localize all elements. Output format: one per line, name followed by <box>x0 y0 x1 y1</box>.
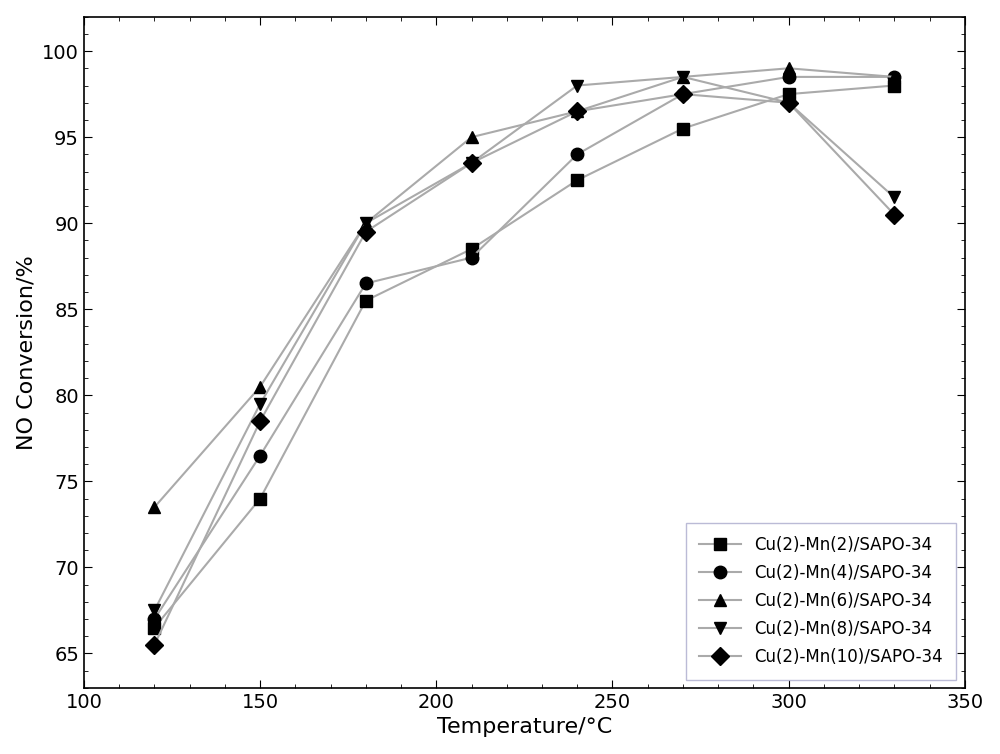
Cu(2)-Mn(4)/SAPO-34 <box>466 253 478 262</box>
Cu(2)-Mn(8)/SAPO-34 <box>254 400 266 409</box>
Cu(2)-Mn(8)/SAPO-34 <box>783 98 795 107</box>
Cu(2)-Mn(2)/SAPO-34 <box>360 296 372 305</box>
Cu(2)-Mn(2)/SAPO-34 <box>888 81 900 90</box>
Line: Cu(2)-Mn(4)/SAPO-34: Cu(2)-Mn(4)/SAPO-34 <box>148 71 901 625</box>
Cu(2)-Mn(8)/SAPO-34 <box>360 219 372 228</box>
Cu(2)-Mn(6)/SAPO-34 <box>571 107 583 116</box>
Cu(2)-Mn(10)/SAPO-34 <box>571 107 583 116</box>
Cu(2)-Mn(10)/SAPO-34 <box>148 640 160 649</box>
X-axis label: Temperature/°C: Temperature/°C <box>437 717 612 737</box>
Cu(2)-Mn(10)/SAPO-34 <box>888 210 900 219</box>
Cu(2)-Mn(4)/SAPO-34 <box>571 150 583 159</box>
Cu(2)-Mn(2)/SAPO-34 <box>571 176 583 185</box>
Cu(2)-Mn(4)/SAPO-34 <box>254 451 266 460</box>
Legend: Cu(2)-Mn(2)/SAPO-34, Cu(2)-Mn(4)/SAPO-34, Cu(2)-Mn(6)/SAPO-34, Cu(2)-Mn(8)/SAPO-: Cu(2)-Mn(2)/SAPO-34, Cu(2)-Mn(4)/SAPO-34… <box>686 523 956 679</box>
Cu(2)-Mn(6)/SAPO-34 <box>888 72 900 81</box>
Cu(2)-Mn(10)/SAPO-34 <box>466 158 478 167</box>
Cu(2)-Mn(4)/SAPO-34 <box>783 72 795 81</box>
Cu(2)-Mn(8)/SAPO-34 <box>466 158 478 167</box>
Cu(2)-Mn(8)/SAPO-34 <box>571 81 583 90</box>
Cu(2)-Mn(8)/SAPO-34 <box>888 193 900 202</box>
Line: Cu(2)-Mn(6)/SAPO-34: Cu(2)-Mn(6)/SAPO-34 <box>148 62 901 513</box>
Cu(2)-Mn(2)/SAPO-34 <box>677 124 689 133</box>
Cu(2)-Mn(8)/SAPO-34 <box>677 72 689 81</box>
Cu(2)-Mn(4)/SAPO-34 <box>677 90 689 99</box>
Cu(2)-Mn(2)/SAPO-34 <box>783 90 795 99</box>
Cu(2)-Mn(4)/SAPO-34 <box>148 615 160 624</box>
Cu(2)-Mn(10)/SAPO-34 <box>360 227 372 236</box>
Cu(2)-Mn(10)/SAPO-34 <box>254 417 266 426</box>
Cu(2)-Mn(2)/SAPO-34 <box>254 494 266 503</box>
Cu(2)-Mn(8)/SAPO-34 <box>148 606 160 615</box>
Cu(2)-Mn(4)/SAPO-34 <box>360 279 372 288</box>
Cu(2)-Mn(10)/SAPO-34 <box>783 98 795 107</box>
Y-axis label: NO Conversion/%: NO Conversion/% <box>17 255 37 449</box>
Cu(2)-Mn(6)/SAPO-34 <box>254 382 266 391</box>
Line: Cu(2)-Mn(8)/SAPO-34: Cu(2)-Mn(8)/SAPO-34 <box>148 71 901 617</box>
Cu(2)-Mn(2)/SAPO-34 <box>148 623 160 632</box>
Cu(2)-Mn(6)/SAPO-34 <box>783 64 795 73</box>
Cu(2)-Mn(2)/SAPO-34 <box>466 244 478 253</box>
Cu(2)-Mn(4)/SAPO-34 <box>888 72 900 81</box>
Line: Cu(2)-Mn(2)/SAPO-34: Cu(2)-Mn(2)/SAPO-34 <box>148 79 901 634</box>
Line: Cu(2)-Mn(10)/SAPO-34: Cu(2)-Mn(10)/SAPO-34 <box>148 88 901 651</box>
Cu(2)-Mn(10)/SAPO-34 <box>677 90 689 99</box>
Cu(2)-Mn(6)/SAPO-34 <box>148 503 160 512</box>
Cu(2)-Mn(6)/SAPO-34 <box>466 133 478 142</box>
Cu(2)-Mn(6)/SAPO-34 <box>677 72 689 81</box>
Cu(2)-Mn(6)/SAPO-34 <box>360 219 372 228</box>
